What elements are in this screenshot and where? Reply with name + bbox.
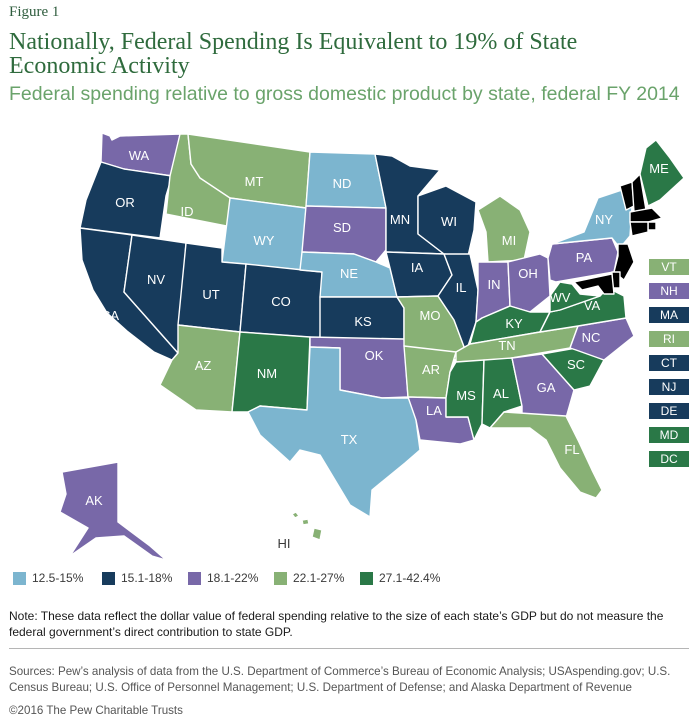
- figure-label: Figure 1: [9, 4, 60, 20]
- state-label-IN: IN: [488, 277, 501, 292]
- state-label-TN: TN: [498, 338, 515, 353]
- state-ME: [639, 139, 685, 207]
- state-MD: [573, 273, 615, 295]
- state-label-ME: ME: [649, 161, 669, 176]
- state-label-AK: AK: [85, 493, 103, 508]
- state-HI: [291, 511, 323, 541]
- state-label-NE: NE: [340, 266, 358, 281]
- state-label-WV: WV: [550, 290, 571, 305]
- legend-label: 12.5-15%: [32, 571, 84, 585]
- state-AK: [59, 461, 167, 560]
- state-label-NV: NV: [147, 272, 165, 287]
- state-WI: [417, 185, 477, 257]
- state-label-ID: ID: [181, 204, 194, 219]
- state-label-WY: WY: [254, 233, 275, 248]
- state-SC: [541, 347, 605, 391]
- legend-label: 27.1-42.4%: [379, 571, 441, 585]
- state-label-OR: OR: [115, 195, 135, 210]
- state-NY: [551, 187, 633, 249]
- state-label-NM: NM: [257, 366, 277, 381]
- state-label-SC: SC: [567, 357, 585, 372]
- state-box-MD: MD: [649, 427, 689, 443]
- state-label-MN: MN: [390, 212, 410, 227]
- state-label-NC: NC: [582, 330, 601, 345]
- state-label-SD: SD: [333, 220, 351, 235]
- us-state-map: WA OR CA NV ID MT WY UT CO AZ NM ND SD N…: [59, 132, 685, 560]
- legend-label: 15.1-18%: [121, 571, 173, 585]
- state-box-RI: RI: [649, 331, 689, 347]
- state-box-NJ: NJ: [649, 379, 689, 395]
- legend-label: 18.1-22%: [207, 571, 259, 585]
- state-box-VT: VT: [649, 259, 689, 275]
- state-label-AR: AR: [422, 362, 440, 377]
- state-MA: [629, 207, 663, 223]
- legend-label: 22.1-27%: [293, 571, 345, 585]
- state-label-PA: PA: [576, 250, 593, 265]
- state-OH: [507, 253, 551, 313]
- state-label-AL: AL: [493, 386, 509, 401]
- state-label-WI: WI: [441, 214, 457, 229]
- legend-swatch: [274, 572, 287, 585]
- state-label-AZ: AZ: [195, 358, 212, 373]
- state-label-CO: CO: [271, 294, 291, 309]
- state-FL: [489, 411, 603, 499]
- state-label-MO: MO: [420, 308, 441, 323]
- state-label-IA: IA: [411, 260, 424, 275]
- state-label-MS: MS: [456, 388, 476, 403]
- state-label-NY: NY: [595, 212, 613, 227]
- divider: [9, 648, 689, 649]
- legend-swatch: [13, 572, 26, 585]
- state-label-TX: TX: [341, 432, 358, 447]
- state-label-KS: KS: [354, 314, 372, 329]
- state-box-CT: CT: [649, 355, 689, 371]
- copyright: ©2016 The Pew Charitable Trusts: [9, 704, 183, 717]
- state-label-CA: CA: [101, 308, 119, 323]
- legend-swatch: [102, 572, 115, 585]
- state-box-NH: NH: [649, 283, 689, 299]
- state-label-FL: FL: [564, 442, 579, 457]
- state-label-MT: MT: [245, 174, 264, 189]
- state-box-MA: MA: [649, 307, 689, 323]
- state-box-DC: DC: [649, 451, 689, 467]
- state-MS: [445, 359, 485, 441]
- state-label-UT: UT: [202, 287, 219, 302]
- sources: Sources: Pew’s analysis of data from the…: [9, 665, 671, 694]
- state-label-ND: ND: [333, 176, 352, 191]
- state-label-LA: LA: [426, 403, 442, 418]
- legend-swatch: [360, 572, 373, 585]
- state-MI: [477, 195, 531, 263]
- state-label-MI: MI: [502, 233, 516, 248]
- state-label-OH: OH: [518, 266, 538, 281]
- state-label-HI: HI: [278, 536, 291, 551]
- state-label-OK: OK: [365, 348, 384, 363]
- state-WV: [549, 281, 601, 313]
- state-CT: [629, 221, 649, 237]
- footnote: Note: These data reflect the dollar valu…: [9, 609, 664, 639]
- state-label-VA: VA: [584, 298, 601, 313]
- state-NJ: [613, 243, 635, 281]
- chart-title: Nationally, Federal Spending Is Equivale…: [9, 29, 578, 79]
- state-label-IL: IL: [456, 280, 467, 295]
- state-label-WA: WA: [129, 148, 150, 163]
- legend-swatch: [188, 572, 201, 585]
- state-label-GA: GA: [537, 380, 556, 395]
- state-box-DE: DE: [649, 403, 689, 419]
- chart-subtitle: Federal spending relative to gross domes…: [9, 83, 680, 105]
- state-OR: [79, 161, 173, 239]
- state-RI: [647, 221, 657, 231]
- state-label-KY: KY: [505, 316, 523, 331]
